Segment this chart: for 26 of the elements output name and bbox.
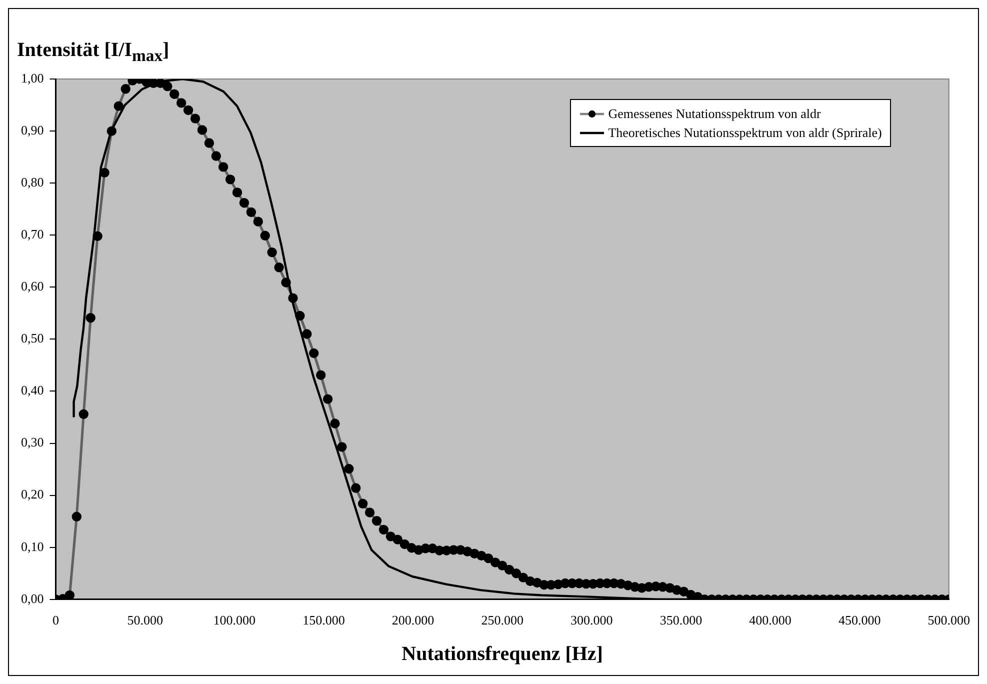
y-tick-label: 0,90 <box>21 122 44 138</box>
x-tick-label: 500.000 <box>928 612 970 628</box>
x-tick-label: 100.000 <box>213 612 256 628</box>
y-tick-label: 0,10 <box>21 538 44 554</box>
x-tick-label: 400.000 <box>749 612 792 628</box>
x-tick-label: 150.000 <box>302 612 345 628</box>
y-tick-label: 0,00 <box>21 590 44 606</box>
x-tick-label: 50.000 <box>127 612 163 628</box>
x-axis-title: Nutationsfrequenz [Hz] <box>402 643 603 666</box>
y-tick-label: 0,60 <box>21 278 44 294</box>
y-tick-label: 0,40 <box>21 382 44 398</box>
y-tick-label: 0,50 <box>21 330 44 346</box>
y-tick-label: 0,80 <box>21 174 44 190</box>
x-tick-label: 250.000 <box>481 612 524 628</box>
y-tick-label: 0,20 <box>21 486 44 502</box>
x-tick-label: 450.000 <box>838 612 881 628</box>
legend-label: Theoretisches Nutationsspektrum von aldr (Sprirale) <box>608 124 882 142</box>
x-tick-label: 350.000 <box>660 612 702 628</box>
y-axis-title: Intensität [I/I$_{max}$] <box>17 39 170 66</box>
x-tick-label: 200.000 <box>392 612 434 628</box>
x-tick-label: 300.000 <box>570 612 613 628</box>
legend-label: Gemessenes Nutationsspektrum von aldr <box>608 105 821 123</box>
y-tick-label: 0,70 <box>21 226 44 242</box>
x-tick-label: 0 <box>52 612 59 628</box>
y-tick-label: 0,30 <box>21 434 44 450</box>
y-tick-label: 1,00 <box>21 70 44 86</box>
